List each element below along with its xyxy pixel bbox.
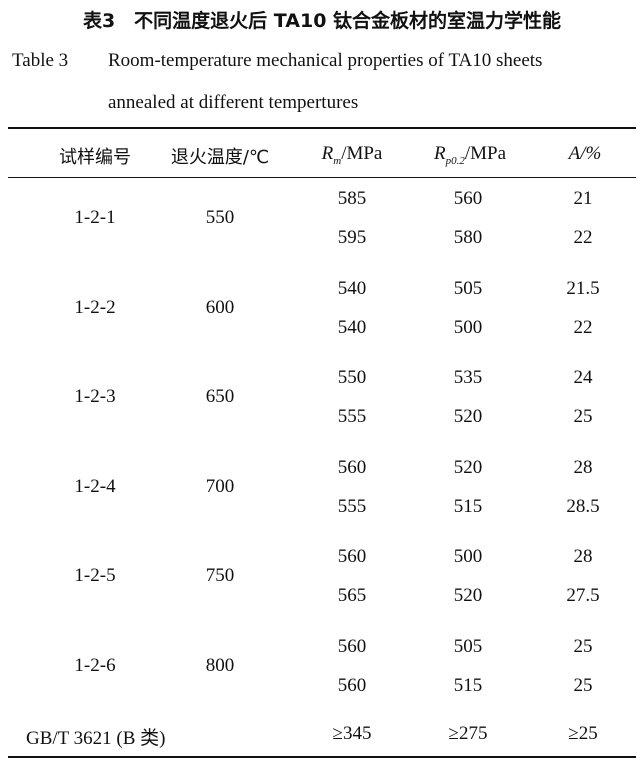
rm-value: 560 (337, 635, 367, 657)
rm-symbol: R (321, 143, 334, 164)
standard-rp: ≥275 (448, 723, 488, 744)
standard-label: GB/T 3621 (B 类) (26, 728, 166, 749)
rp-value: 515 (453, 674, 483, 696)
a-symbol: A (568, 143, 581, 164)
rp-value: 520 (453, 406, 483, 427)
header-rp: Rp0.2/MPa (434, 143, 506, 167)
a-unit: /% (580, 143, 602, 164)
rm-value: 565 (337, 585, 367, 606)
rm-value: 540 (337, 316, 367, 338)
a-value: 28 (573, 546, 593, 567)
a-value: 25 (573, 674, 593, 696)
sample-id: 1-2-4 (74, 475, 116, 497)
rp-value: 500 (453, 546, 483, 567)
caption-cn: 表3 不同温度退火后 TA10 钛合金板材的室温力学性能 (82, 10, 562, 32)
rm-value: 560 (337, 674, 367, 696)
sample-id: 1-2-6 (74, 654, 116, 676)
a-value: 24 (573, 367, 593, 388)
a-value: 28 (573, 456, 593, 478)
sample-id: 1-2-2 (74, 296, 116, 318)
rm-value: 560 (337, 546, 367, 567)
top-rule (8, 127, 636, 129)
rp-symbol: R (433, 143, 446, 164)
header-temp: 退火温度/℃ (170, 147, 270, 168)
a-value: 21.5 (566, 277, 600, 299)
a-value: 28.5 (566, 495, 600, 517)
rp-value: 560 (453, 188, 483, 209)
bottom-rule (8, 756, 636, 758)
rm-value: 595 (337, 227, 367, 248)
anneal-temp: 800 (205, 654, 235, 676)
rp-value: 520 (453, 456, 483, 478)
rp-value: 580 (453, 227, 483, 248)
rm-value: 540 (337, 277, 367, 299)
a-value: 27.5 (566, 585, 600, 606)
anneal-temp: 650 (205, 386, 235, 407)
header-sample: 试样编号 (59, 147, 131, 168)
rp-value: 520 (453, 585, 483, 606)
standard-rm: ≥345 (332, 723, 372, 744)
caption-en-label: Table 3 (12, 50, 69, 71)
caption-en-line2: annealed at different tempertures (108, 92, 359, 113)
a-value: 22 (573, 316, 593, 338)
header-rule (8, 177, 636, 178)
rm-value: 555 (337, 495, 367, 517)
rp-value: 505 (453, 277, 483, 299)
a-value: 22 (573, 227, 593, 248)
header-a: A/% (569, 143, 602, 165)
rm-value: 585 (337, 188, 367, 209)
rm-value: 555 (337, 406, 367, 427)
rm-unit: /MPa (341, 143, 383, 164)
header-rm: Rm/MPa (322, 143, 383, 167)
rp-unit: /MPa (464, 143, 507, 164)
anneal-temp: 600 (205, 296, 235, 318)
anneal-temp: 700 (205, 475, 235, 497)
rp-value: 500 (453, 316, 483, 338)
caption-en-line1: Room-temperature mechanical properties o… (108, 50, 543, 71)
anneal-temp: 550 (205, 207, 235, 228)
rp-value: 505 (453, 635, 483, 657)
sample-id: 1-2-1 (74, 207, 116, 228)
rp-value: 535 (453, 367, 483, 388)
standard-a: ≥25 (568, 723, 598, 744)
rm-value: 560 (337, 456, 367, 478)
rp-value: 515 (453, 495, 483, 517)
a-value: 25 (573, 635, 593, 657)
sample-id: 1-2-3 (74, 386, 116, 407)
a-value: 25 (573, 406, 593, 427)
rp-sub: p0.2 (445, 154, 465, 167)
sample-id: 1-2-5 (74, 565, 116, 586)
rm-sub: m (333, 154, 342, 167)
a-value: 21 (573, 188, 593, 209)
anneal-temp: 750 (205, 565, 235, 586)
rm-value: 550 (337, 367, 367, 388)
